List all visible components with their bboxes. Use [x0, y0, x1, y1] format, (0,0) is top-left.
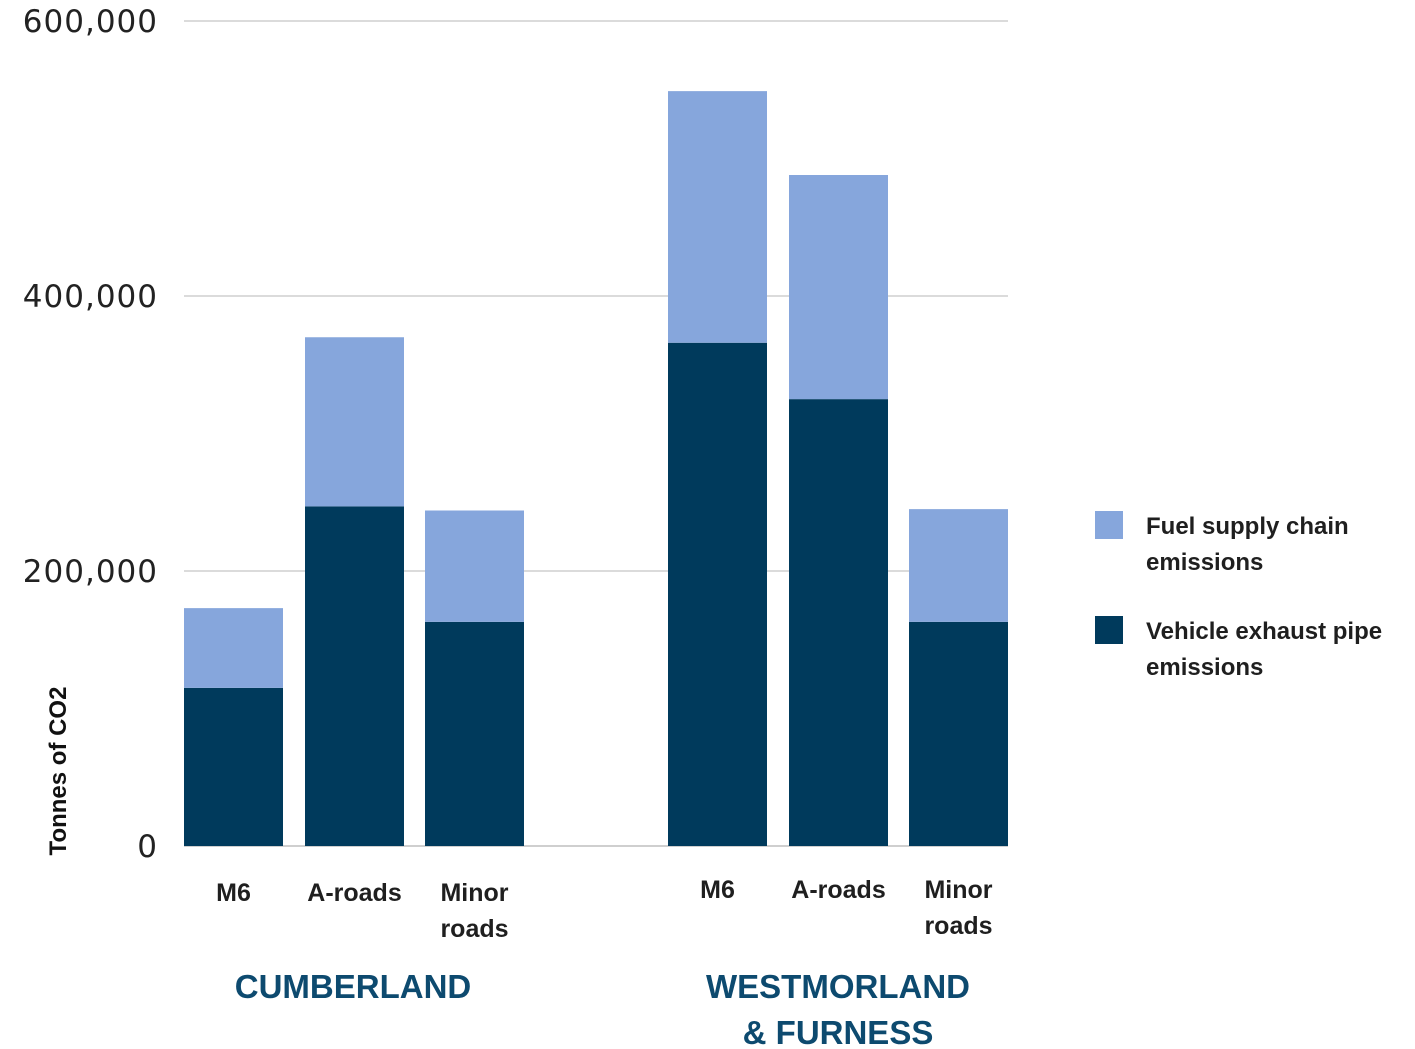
legend-swatch: [1095, 616, 1123, 644]
x-category-label: A-roads: [307, 879, 401, 907]
bar-segment-fuel-supply: [425, 510, 524, 622]
legend-label: Fuel supply chain emissions: [1146, 513, 1349, 576]
bar-segment-fuel-supply: [789, 175, 888, 400]
bar-segment-exhaust: [184, 687, 283, 846]
legend: Fuel supply chain emissions Vehicle exhaus…: [1095, 511, 1382, 681]
bar-segment-exhaust: [789, 399, 888, 846]
bar-segment-fuel-supply: [909, 509, 1008, 622]
bar-segment-exhaust: [425, 621, 524, 846]
y-tick-label: 0: [137, 829, 158, 865]
legend-swatch: [1095, 511, 1123, 539]
y-tick-label: 600,000: [23, 4, 158, 40]
group-label-westmorland-furness: WESTMORLAND & FURNESS: [706, 968, 970, 1049]
x-category-label: Minor roads: [924, 876, 992, 940]
y-axis-title: Tonnes of CO2: [45, 687, 72, 856]
y-tick-label: 400,000: [23, 279, 158, 315]
x-axis-category-labels: M6 A-roads Minor roads M6 A-roads Minor roads: [216, 876, 993, 943]
x-category-label: M6: [216, 879, 251, 907]
y-axis-ticks: 0 200,000 400,000 600,000: [23, 4, 158, 865]
bar-segment-exhaust: [305, 506, 404, 846]
bar-segment-fuel-supply: [305, 337, 404, 507]
bar-segment-fuel-supply: [668, 91, 767, 343]
y-tick-label: 200,000: [23, 554, 158, 590]
x-category-label: Minor roads: [440, 879, 508, 943]
bars: [184, 91, 1008, 846]
legend-label: Vehicle exhaust pipe emissions: [1146, 618, 1382, 681]
bar-segment-fuel-supply: [184, 608, 283, 688]
x-category-label: M6: [700, 876, 735, 904]
group-label-cumberland: CUMBERLAND: [235, 968, 471, 1005]
x-axis-group-labels: CUMBERLAND WESTMORLAND & FURNESS: [235, 968, 970, 1049]
bar-segment-exhaust: [668, 342, 767, 846]
bar-segment-exhaust: [909, 621, 1008, 846]
x-category-label: A-roads: [791, 876, 885, 904]
